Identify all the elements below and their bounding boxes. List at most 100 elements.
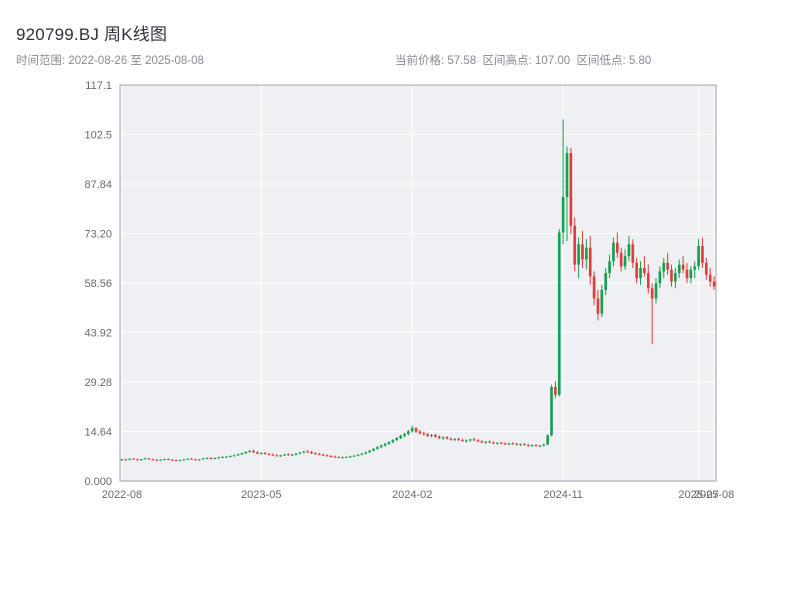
candle-body <box>503 443 507 445</box>
subtitle-date-range: 时间范围: 2022-08-26 至 2025-08-08 <box>16 55 204 67</box>
candle-body <box>461 440 464 442</box>
candle-body <box>635 262 638 279</box>
candle-body <box>488 441 491 443</box>
candle-body <box>163 459 166 461</box>
candle-body <box>321 454 325 456</box>
candle-body <box>407 431 410 435</box>
y-tick-label: 43.92 <box>84 328 112 340</box>
candle-body <box>403 434 406 436</box>
candle-body <box>600 289 604 314</box>
candle-body <box>437 436 441 439</box>
candle-body <box>252 450 255 453</box>
candle-body <box>670 269 673 282</box>
candle-body <box>434 435 437 437</box>
candle-body <box>201 458 205 460</box>
candle-body <box>310 451 313 454</box>
candle-body <box>205 458 209 460</box>
candle-body <box>674 273 677 282</box>
candle-body <box>550 387 553 436</box>
candle-body <box>646 273 650 289</box>
candle-body <box>259 452 263 454</box>
candle-body <box>391 440 395 443</box>
candle-body <box>306 451 310 453</box>
candle-body <box>681 264 685 270</box>
candle-body <box>701 246 704 263</box>
candle-body <box>465 440 468 442</box>
y-tick-label: 102.5 <box>84 130 112 142</box>
candle-body <box>356 454 360 456</box>
x-tick-label: 2022-08 <box>102 489 142 501</box>
candle-body <box>198 459 201 461</box>
candle-body <box>457 439 460 441</box>
candle-body <box>689 269 693 279</box>
candle-body <box>337 456 340 458</box>
candle-body <box>379 445 383 448</box>
candle-body <box>174 460 178 462</box>
candle-body <box>705 262 708 275</box>
candle-body <box>565 153 569 197</box>
candle-body <box>615 242 619 253</box>
candle-body <box>399 435 402 439</box>
candle-body <box>542 444 546 446</box>
candle-body <box>136 459 139 461</box>
candle-body <box>267 453 271 455</box>
candle-body <box>573 225 577 265</box>
candle-body <box>132 458 135 460</box>
candle-body <box>588 247 592 277</box>
candle-body <box>554 387 557 395</box>
candle-body <box>298 452 302 454</box>
candle-body <box>708 274 712 282</box>
y-tick-label: 73.20 <box>84 229 112 241</box>
candle-body <box>383 443 387 446</box>
candle-body <box>232 455 236 457</box>
candle-body <box>619 252 623 267</box>
candle-body <box>213 458 217 460</box>
candle-body <box>596 298 600 314</box>
candle-body <box>314 453 317 455</box>
candle-body <box>453 439 457 441</box>
candle-body <box>170 459 174 461</box>
y-tick-label: 58.56 <box>84 278 112 290</box>
candle-body <box>151 459 155 461</box>
candle-body <box>534 445 538 447</box>
candle-body <box>499 442 503 444</box>
y-tick-label: 29.28 <box>84 377 112 389</box>
candle-body <box>275 455 279 457</box>
candle-body <box>263 452 267 454</box>
candle-body <box>449 438 453 440</box>
candle-body <box>290 454 294 456</box>
candle-body <box>650 288 654 299</box>
candle-body <box>426 434 429 437</box>
candle-body <box>581 244 584 260</box>
candle-body <box>352 455 356 457</box>
candle-body <box>317 453 321 455</box>
candle-body <box>190 458 193 460</box>
candle-body <box>445 437 449 439</box>
candle-body <box>496 442 499 444</box>
candle-body <box>492 442 495 444</box>
page-title: 920799.BJ 周K线图 <box>16 25 168 44</box>
x-tick-label: 2023-05 <box>241 489 281 501</box>
subtitle-price-info: 当前价格: 57.58 区间高点: 107.00 区间低点: 5.80 <box>395 55 652 67</box>
candle-body <box>244 451 248 454</box>
candle-body <box>143 458 147 460</box>
candle-body <box>376 447 379 449</box>
candle-body <box>410 428 414 432</box>
candle-body <box>476 440 480 442</box>
y-tick-label: 117.1 <box>85 80 112 92</box>
candle-body <box>526 445 530 447</box>
candle-body <box>228 455 232 457</box>
candle-body <box>120 459 124 461</box>
candle-body <box>604 273 608 290</box>
candle-body <box>325 455 329 457</box>
candle-body <box>124 459 128 461</box>
candle-body <box>677 264 681 274</box>
candle-body <box>329 455 333 457</box>
candle-body <box>712 281 716 287</box>
candle-body <box>627 244 631 257</box>
candle-body <box>608 261 611 274</box>
y-tick-label: 0.000 <box>84 476 112 488</box>
candle-body <box>414 428 418 432</box>
candle-body <box>240 453 244 455</box>
